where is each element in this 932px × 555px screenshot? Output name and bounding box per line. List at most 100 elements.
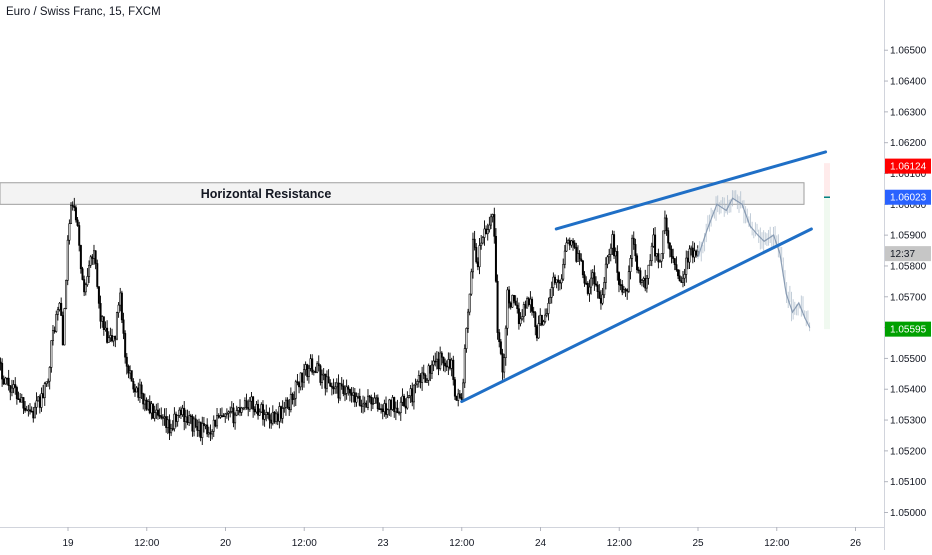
candle-body — [432, 360, 435, 366]
candle-body — [506, 289, 509, 329]
candle-body — [289, 393, 292, 411]
candle-body — [155, 409, 158, 413]
candle-body — [240, 407, 243, 413]
candle-body — [340, 383, 343, 387]
candle-body — [350, 392, 353, 396]
candle-body — [445, 365, 448, 368]
candle-body — [537, 323, 540, 339]
candle-body — [130, 370, 133, 382]
x-axis-tick-label: 12:00 — [449, 538, 474, 549]
candle-body — [639, 270, 642, 283]
candle-body — [286, 399, 289, 408]
candle-body — [688, 248, 691, 263]
x-axis-tick-label: 26 — [850, 538, 862, 549]
price-label-box — [885, 246, 931, 262]
candle-body — [473, 238, 476, 248]
candle-body — [165, 416, 168, 428]
candle-body — [334, 386, 337, 390]
candle-body — [30, 410, 33, 413]
candle-body — [493, 214, 496, 237]
candle-body — [558, 281, 561, 284]
candle-body — [595, 283, 598, 286]
candle-body — [365, 402, 368, 408]
candle-body — [462, 382, 465, 400]
candle-body — [637, 269, 640, 272]
candle-body — [65, 280, 68, 309]
candle-body — [532, 311, 535, 313]
candle-body — [470, 271, 473, 295]
candle-body — [248, 400, 251, 410]
candle-body — [294, 381, 297, 399]
candle-body — [434, 360, 437, 363]
candle-body — [314, 370, 317, 373]
candle-body — [197, 421, 200, 431]
candle-body — [9, 385, 12, 393]
candle-body — [234, 414, 237, 424]
candle-body — [659, 260, 662, 263]
candle-body — [504, 327, 507, 358]
candle-body — [97, 286, 100, 304]
candle-body — [680, 280, 683, 283]
candle-body — [475, 247, 478, 263]
candle-body — [2, 378, 5, 385]
candle-body — [266, 412, 269, 415]
x-axis-tick-label: 25 — [692, 538, 704, 549]
candle-body — [444, 362, 447, 367]
candle-body — [45, 381, 48, 384]
candle-body — [53, 330, 56, 332]
candle-body — [690, 247, 693, 250]
candle-body — [622, 289, 625, 293]
candle-body — [549, 296, 552, 304]
price-label-box — [885, 158, 931, 174]
candle-body — [590, 277, 593, 288]
candle-body — [271, 411, 274, 424]
candle-body — [398, 412, 401, 414]
candle-body — [115, 312, 118, 340]
candle-body — [6, 377, 9, 380]
candle-body — [161, 417, 164, 420]
candle-body — [437, 358, 440, 370]
candle-body — [524, 304, 527, 309]
candle-body — [92, 250, 95, 259]
candle-body — [542, 321, 545, 326]
candle-body — [385, 403, 388, 415]
candle-body — [467, 311, 470, 329]
candle-body — [330, 385, 333, 388]
candle-body — [99, 303, 102, 322]
candle-body — [554, 276, 557, 283]
candle-body — [125, 356, 128, 367]
y-axis-tick-label: 1.05400 — [890, 385, 927, 396]
candle-body — [178, 409, 181, 416]
candle-body — [222, 415, 225, 418]
candle-body — [207, 432, 210, 435]
candle-body — [640, 280, 643, 283]
candle-body — [380, 408, 383, 411]
candle-body — [611, 234, 614, 249]
candle-body — [188, 415, 191, 423]
candle-body — [81, 268, 84, 280]
candle-body — [56, 309, 59, 315]
candle-body — [129, 370, 132, 374]
candle-body — [204, 424, 207, 427]
candle-body — [1, 363, 4, 380]
candle-body — [576, 253, 579, 262]
candle-body — [634, 244, 637, 257]
candle-body — [35, 400, 38, 408]
candle-body — [573, 242, 576, 248]
y-axis-tick-label: 1.05100 — [890, 477, 927, 488]
target-zone-shade — [824, 163, 830, 198]
candle-body — [624, 289, 627, 291]
candle-body — [488, 224, 491, 230]
candle-body — [253, 408, 256, 413]
candle-body — [660, 253, 663, 262]
candle-body — [545, 313, 548, 316]
candle-body — [68, 223, 71, 241]
candle-body — [88, 264, 91, 277]
candle-body — [140, 384, 143, 395]
candle-body — [0, 361, 2, 364]
candle-body — [329, 382, 332, 387]
candle-body — [371, 403, 374, 405]
candle-body — [409, 388, 412, 397]
candle-body — [567, 240, 570, 244]
